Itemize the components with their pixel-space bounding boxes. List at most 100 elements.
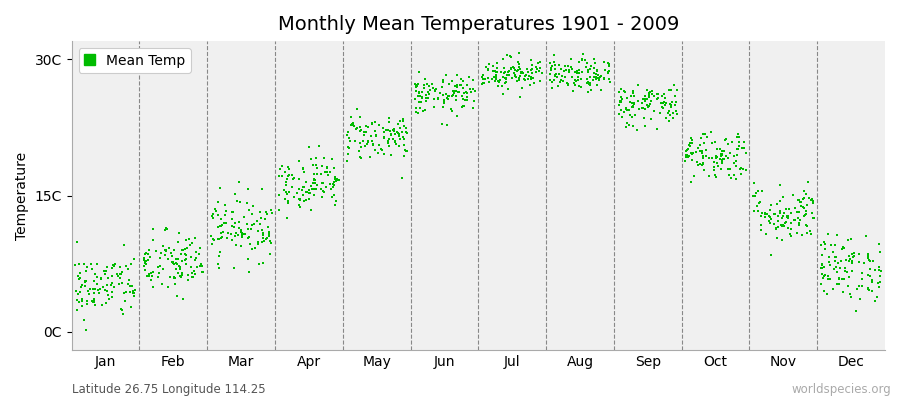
Point [228,220,242,226]
Point [116,311,130,317]
Point [828,258,842,264]
Point [852,258,867,265]
Point [832,275,846,281]
Point [322,181,337,188]
Point [356,132,371,138]
Text: worldspecies.org: worldspecies.org [791,383,891,396]
Point [80,301,94,307]
Point [755,210,770,216]
Point [738,167,752,173]
Point [364,120,379,126]
Point [725,139,740,145]
Point [814,261,829,267]
Point [563,64,578,70]
Point [862,256,877,263]
Point [388,131,402,137]
Point [246,203,260,209]
Point [786,192,800,198]
Point [705,155,719,161]
Point [278,188,293,195]
Point [256,234,270,241]
Point [731,131,745,138]
Point [280,176,294,183]
Point [440,122,454,128]
Point [303,207,318,214]
Point [644,88,659,94]
Point [282,189,296,196]
Point [169,292,184,299]
Point [188,248,202,255]
Point [179,236,194,243]
Point [71,261,86,267]
Point [704,129,718,135]
Point [176,246,190,253]
Point [798,211,813,218]
Point [315,194,329,200]
Point [139,261,153,267]
Point [733,134,747,140]
Point [78,283,93,290]
Point [713,146,727,152]
Point [709,155,724,161]
Point [296,169,310,176]
Point [232,225,247,232]
Point [367,147,382,153]
Point [476,72,491,78]
Point [602,76,616,82]
Point [709,160,724,166]
Point [259,236,274,243]
Point [866,258,880,265]
Point [830,281,844,288]
Point [306,177,320,184]
Point [814,262,829,268]
Point [299,197,313,204]
Point [321,172,336,178]
Point [544,62,559,69]
Point [859,233,873,239]
Point [728,162,742,169]
Point [626,100,640,106]
Point [102,296,116,302]
Point [138,267,152,274]
Point [527,80,542,87]
Point [780,212,795,219]
Point [600,69,615,76]
Point [710,154,724,160]
Point [411,80,426,87]
Point [399,128,413,135]
Point [794,202,808,209]
Point [211,224,225,230]
Point [654,100,669,107]
Point [307,170,321,177]
Point [834,258,849,264]
Point [489,73,503,79]
Point [193,263,207,270]
Point [837,245,851,251]
Point [75,282,89,288]
Point [564,66,579,72]
Point [635,100,650,106]
Point [410,88,424,94]
Point [375,125,390,131]
Point [614,86,628,92]
Point [145,272,159,279]
Point [171,239,185,246]
Point [141,273,156,280]
Point [696,154,710,161]
Point [804,231,818,238]
Point [626,90,640,97]
Point [619,124,634,130]
Point [569,78,583,84]
Point [778,218,793,225]
Point [763,216,778,222]
Point [698,153,713,159]
Point [781,206,796,212]
Point [170,256,184,262]
Point [127,255,141,262]
Point [409,84,423,90]
Point [413,93,428,100]
Point [689,148,704,155]
Point [458,97,473,104]
Point [346,120,360,126]
Point [814,242,828,248]
